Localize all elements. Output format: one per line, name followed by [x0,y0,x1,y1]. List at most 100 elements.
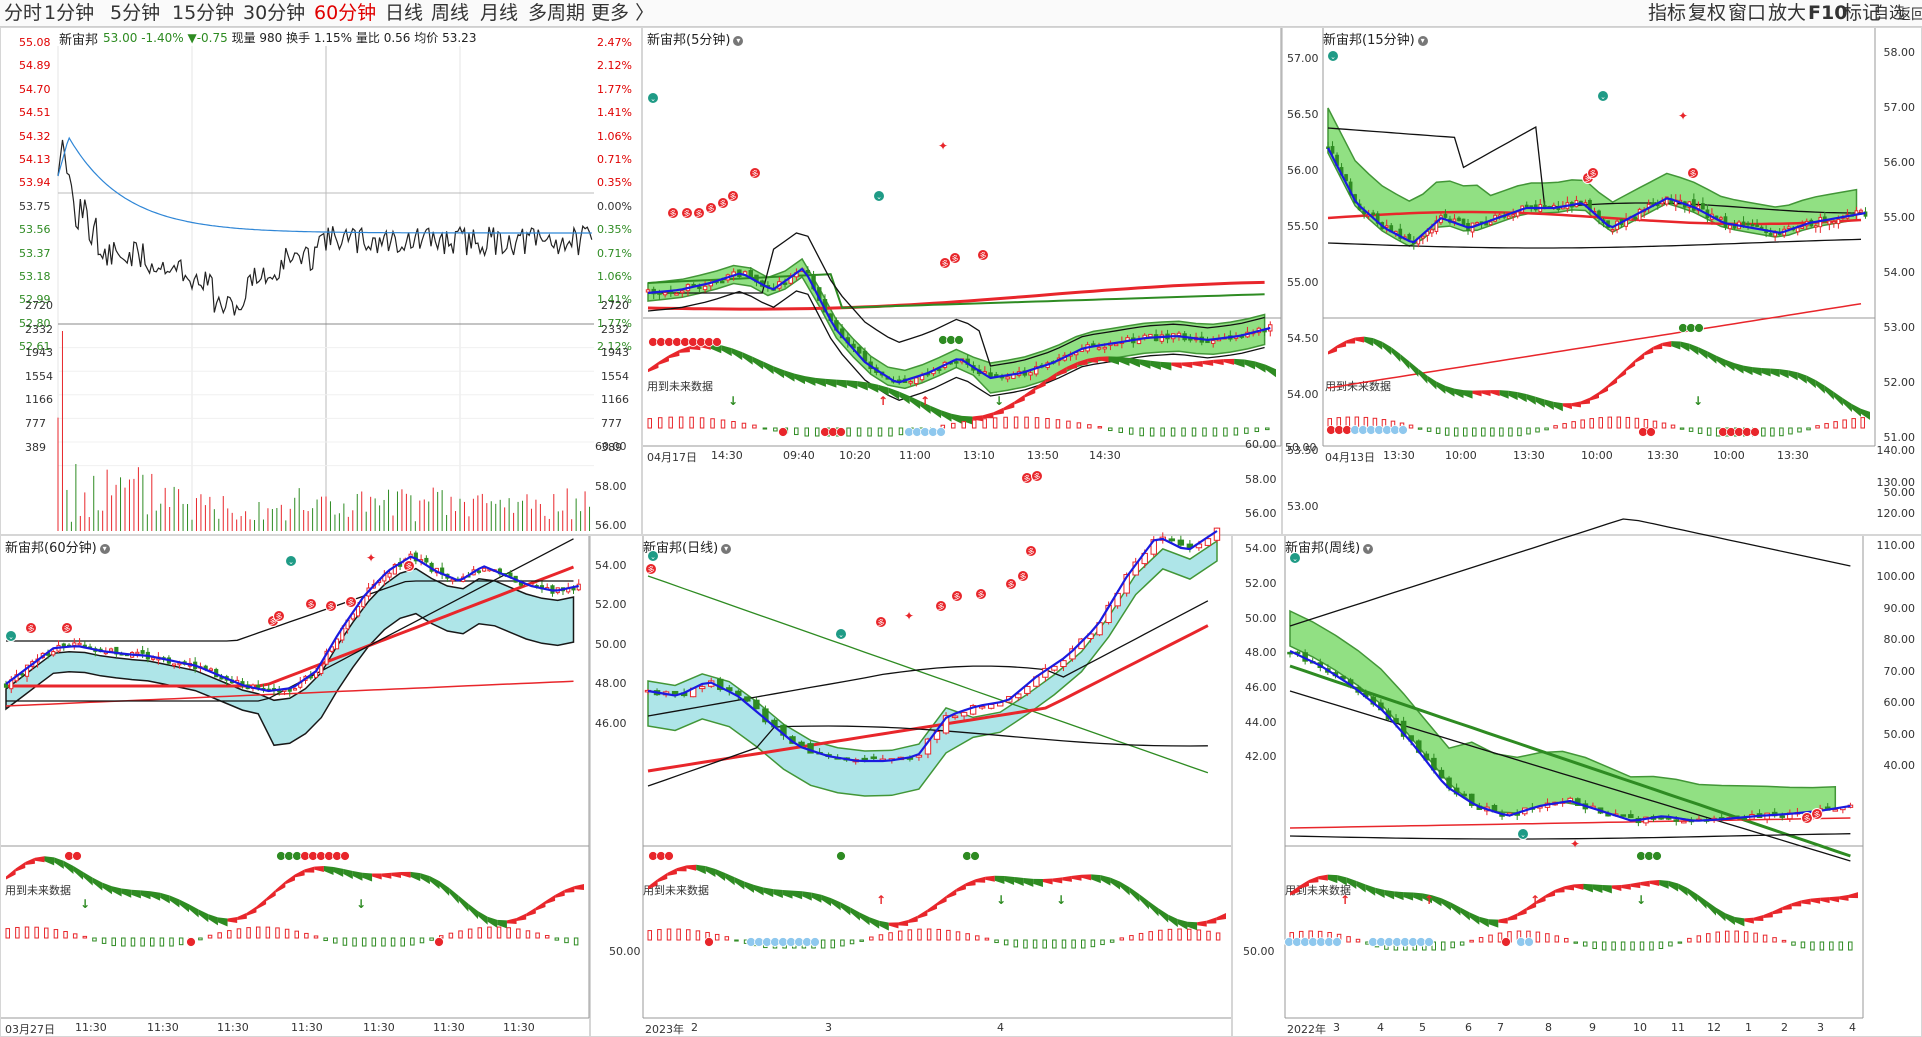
time-axis-tick: 7 [1497,1021,1504,1034]
time-axis-tick: 13:50 [1027,449,1059,462]
tab-1min[interactable]: 1分钟 [44,2,95,24]
histogram-bar [53,929,59,939]
back-button[interactable]: 返回 [1897,7,1922,23]
histogram-bar [1109,939,1115,943]
chevron-down-icon[interactable]: ▾ [721,543,732,554]
oscillator-segment [1574,883,1584,890]
signal-glyph: 多 [1814,810,1821,819]
oscillator-segment [744,881,754,893]
histogram-bar [1128,427,1134,435]
candle-body [702,285,708,291]
zoom-button[interactable]: 放大 [1768,2,1807,24]
tab-more[interactable]: 更多 〉 [591,2,654,24]
oscillator-segment [982,412,994,419]
sub-axis-tick: 50.00 [1285,441,1317,454]
price-axis-right-tick: 70.00 [1883,664,1916,678]
f10-button[interactable]: F10 [1808,2,1848,24]
histogram-bar [1810,941,1815,951]
price-axis-left-tick: 46.00 [595,716,627,730]
histogram-bar [1589,418,1594,429]
candle-body [135,651,140,655]
kline-60min-chart[interactable]: ⌄多 多多多⌄多多多✦多↓ ↓ [1,536,590,1036]
oscillator-segment [802,891,812,901]
chevron-down-icon[interactable]: ▾ [99,543,110,554]
time-axis-tick: 13:30 [1777,449,1809,462]
buy-signal-icon: 多 [305,598,317,610]
candle-body [978,706,986,709]
oscillator-segment [1463,390,1473,399]
oscillator-segment [898,920,909,927]
tab-5min[interactable]: 5分钟 [110,2,161,24]
histogram-bar [1244,427,1249,434]
period-toolbar: 分时 1分钟 5分钟 15分钟 30分钟 60分钟 日线 周线 月线 多周期 更… [0,0,1922,27]
future-data-note: 用到未来数据 [643,884,709,897]
oscillator-segment [352,871,363,881]
tab-weekly[interactable]: 周线 [431,2,470,24]
watchlist-button[interactable]: 自选 [1873,3,1906,22]
oscillator-segment [965,879,976,887]
kline-weekly-chart[interactable]: ⌄ ⌄ ✦ 多 多 ↑ ↑ ↑ ↓ [1233,518,1921,1036]
price-axis-left-tick: 57.00 [1287,52,1319,65]
histogram-bar [1762,934,1768,943]
oscillator-segment [1671,341,1681,350]
oscillator-segment [1177,919,1188,930]
oscillator-segment [941,410,952,422]
oscillator-segment [734,877,745,890]
window-button[interactable]: 窗口 [1728,2,1767,24]
histogram-bar [1196,929,1202,941]
tab-30min[interactable]: 30分钟 [243,2,306,24]
oscillator-segment [1139,359,1151,369]
change-value: ▼-0.75 [187,31,228,45]
oscillator-segment [131,889,141,899]
oscillator-segment [1382,341,1392,356]
signal-dot [873,190,885,202]
tab-daily[interactable]: 日线 [385,2,424,24]
histogram-bar [647,418,652,429]
histogram-bar [554,937,560,941]
oscillator-segment [1829,896,1840,903]
tab-15min[interactable]: 15分钟 [172,2,235,24]
indicator-button[interactable]: 指标 [1648,2,1687,24]
bollinger-upper-line [6,580,574,642]
adjust-button[interactable]: 复权 [1688,2,1727,24]
signal-glyph: 多 [684,209,691,218]
panel-weekly: 新宙邦(周线) ▾ 用到未来数据 60.00 58.00 56.00 54.00 52.0… [1232,438,1922,1037]
signal-chip-icon [1694,323,1704,333]
signal-glyph: 多 [954,592,961,601]
price-axis-left-tick: 60.00 [595,440,627,453]
signal-dot [717,197,729,209]
buy-signal-icon: 多 [749,167,761,179]
panel-title: 新宙邦(15分钟) ▾ [1323,29,1428,48]
oscillator-segment [439,881,450,896]
chevron-down-icon[interactable]: ▾ [1417,35,1428,46]
tab-monthly[interactable]: 月线 [480,2,519,24]
histogram-bar [984,937,990,941]
candle-body [1438,769,1445,779]
histogram-bar [1607,416,1613,429]
panel-title: 新宙邦(5分钟) ▾ [647,29,744,48]
candle-body [1051,665,1058,671]
intraday-chart[interactable] [57,46,594,531]
oscillator-segment [975,876,986,883]
price-axis-left-tick: 44.00 [1245,715,1277,729]
signal-chip-icon [1501,937,1511,947]
kline-15min-chart[interactable]: ⌄⌄✦多多 多↓ [1283,28,1921,534]
histogram-bar [888,427,893,437]
price-axis-left-tick: 56.50 [1287,108,1319,121]
chevron-down-icon[interactable]: ▾ [733,35,744,46]
mark-button[interactable]: 标记 [1843,2,1882,24]
candle-body [482,567,487,572]
tab-multi-period[interactable]: 多周期 [528,2,586,24]
candle-body [1488,221,1493,226]
tab-60min[interactable]: 60分钟 [314,2,377,24]
kline-5min-chart[interactable]: ⌄多多多多多多多⌄✦多多 多↓ ↑ ↑ ↓ [643,28,1282,534]
chevron-down-icon[interactable]: ▾ [1363,543,1374,554]
candle-body [782,282,788,285]
oscillator-segment [705,866,716,878]
tab-timeshare[interactable]: 分时 [4,2,43,24]
histogram-bar [1055,419,1061,429]
histogram-bar [762,427,768,430]
candle-body [1658,817,1664,820]
signal-dot [727,190,739,202]
